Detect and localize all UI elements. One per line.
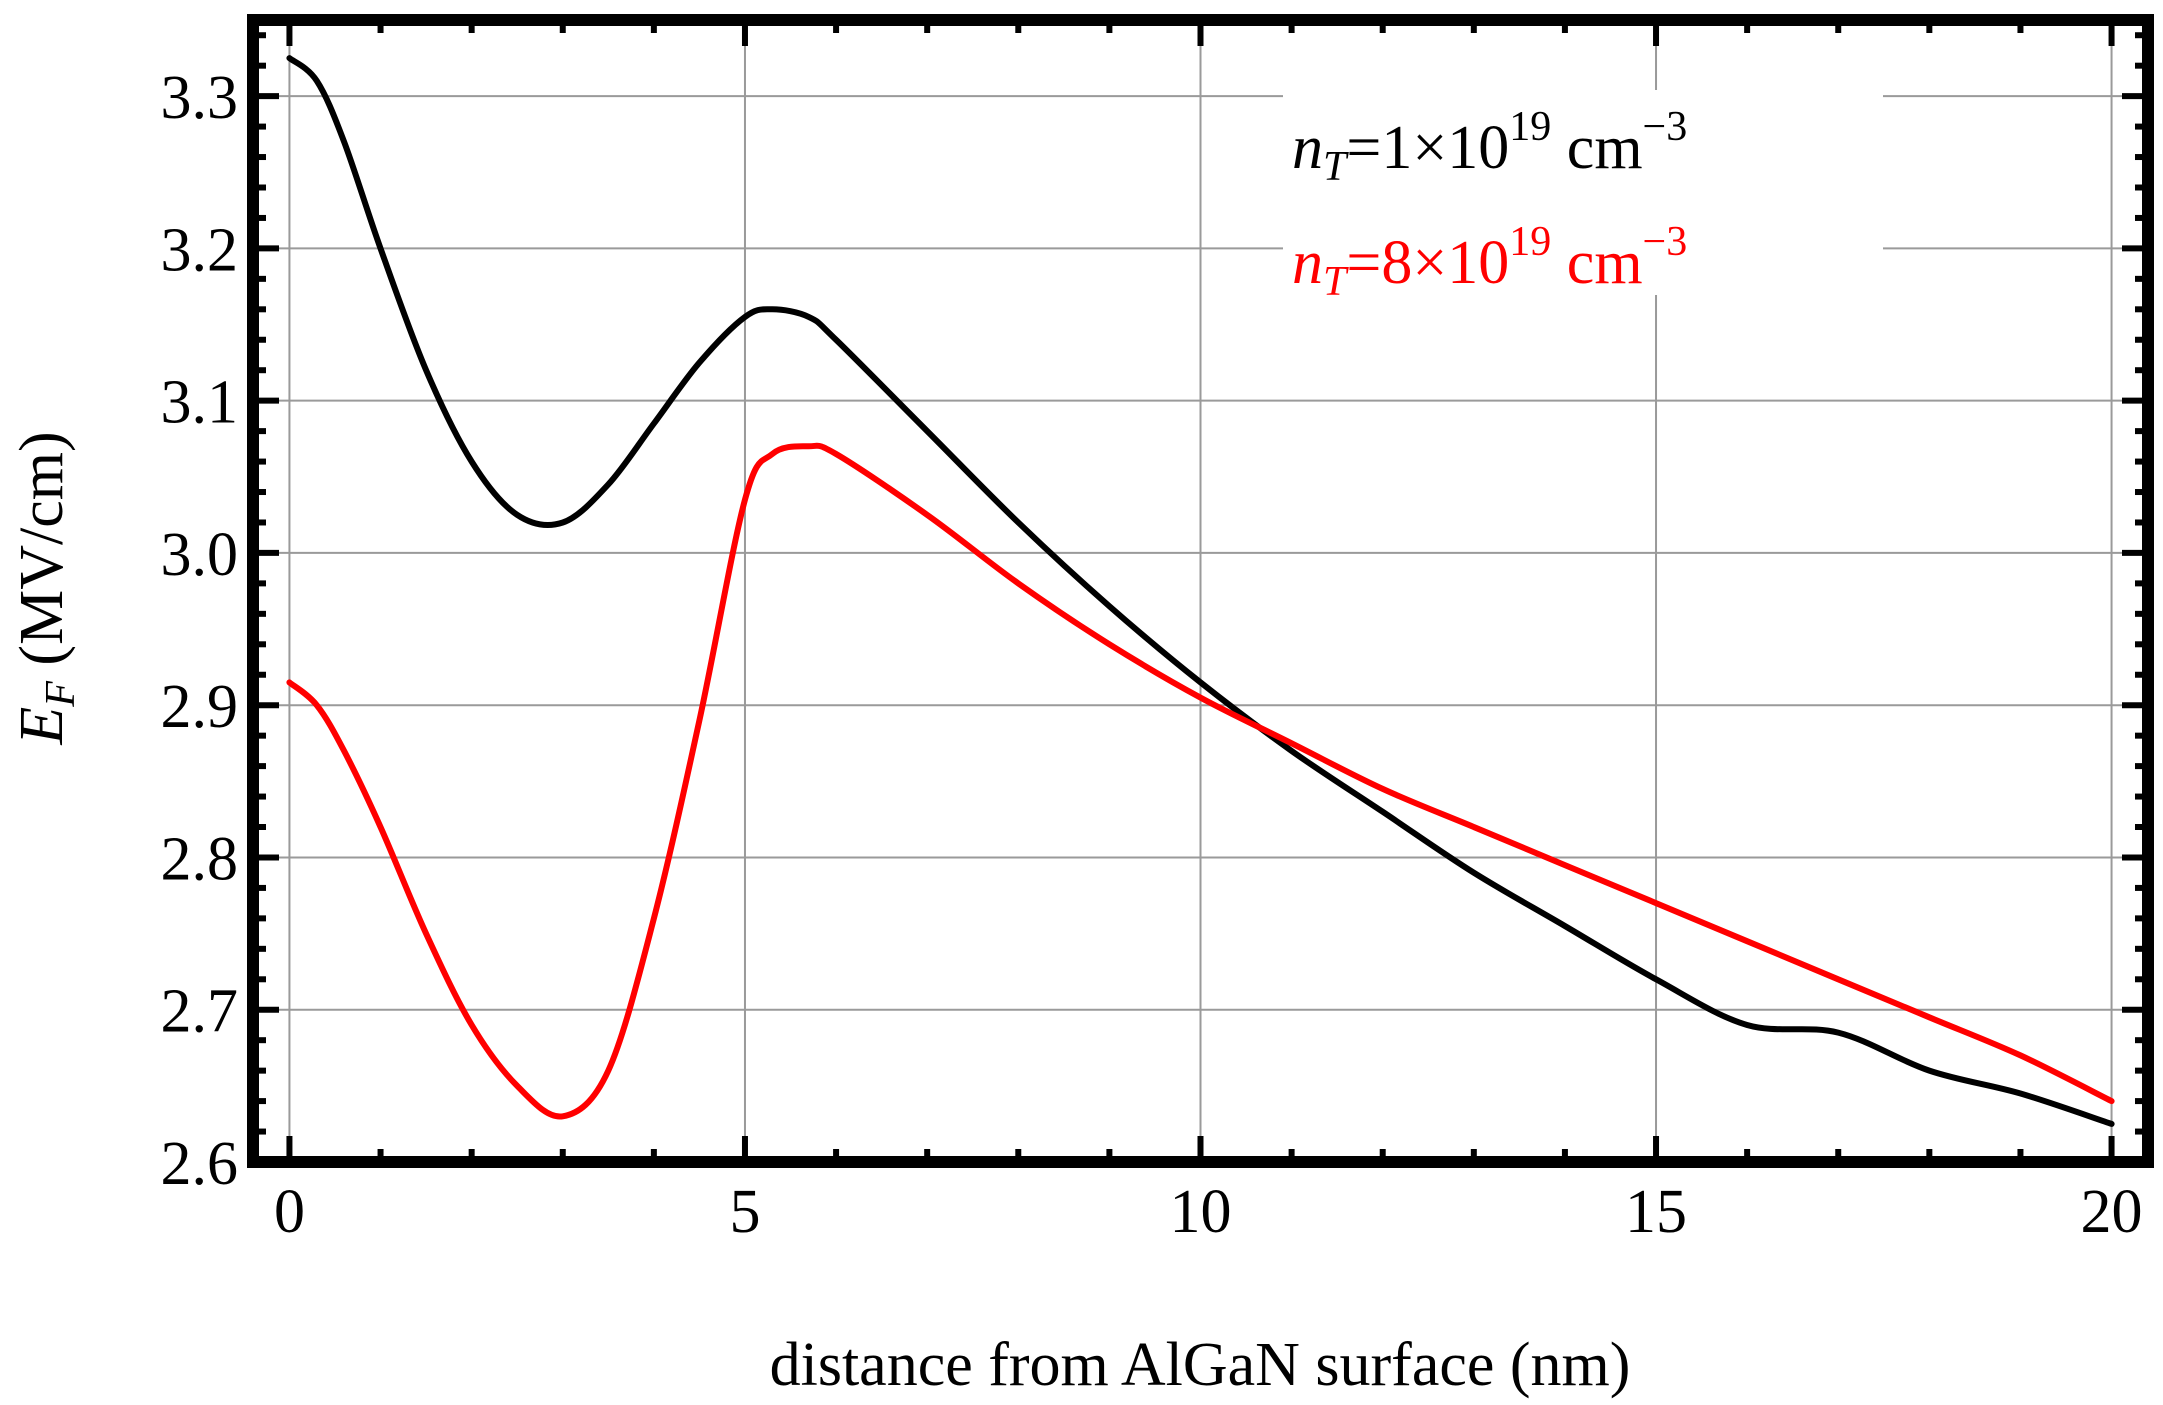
y-tick-label-6: 3.2 (161, 216, 239, 284)
legend-background (1283, 90, 1883, 295)
grid-lines (253, 20, 2148, 1163)
legend-series-2-mantissa: =8×10 (1346, 229, 1509, 297)
legend-series-1-exponent: 19 (1509, 104, 1551, 150)
x-tick-label-1: 5 (729, 1178, 760, 1246)
y-tick-label-3: 2.9 (161, 673, 239, 741)
plot-frame (247, 14, 2154, 1168)
tick-labels: 0 5 10 15 20 2.6 2.7 2.8 2.9 3.0 3.1 3.2 3.3 (161, 64, 2143, 1246)
x-tick-label-2: 10 (1170, 1178, 1232, 1246)
x-tick-label-3: 15 (1625, 1178, 1687, 1246)
x-axis-title: distance from AlGaN surface (nm) (770, 1331, 1631, 1399)
x-tick-label-0: 0 (274, 1178, 305, 1246)
legend-series-2-unit: cm (1551, 229, 1642, 297)
legend: nT=1×1019 cm−3 nT=8×1019 cm−3 (1283, 90, 1883, 305)
y-tick-label-4: 3.0 (161, 521, 239, 589)
legend-series-2-unit-exponent: −3 (1643, 219, 1688, 265)
series-line-1 (286, 55, 2115, 1127)
legend-series-2-subscript: T (1323, 259, 1349, 305)
legend-series-1-symbol: n (1292, 114, 1323, 182)
y-axis-title-subscript: F (38, 681, 84, 708)
legend-series-2-exponent: 19 (1509, 219, 1551, 265)
y-axis-title-units: (MV/cm) (8, 431, 76, 681)
legend-series-1-unit: cm (1551, 114, 1642, 182)
legend-series-1-mantissa: =1×10 (1346, 114, 1509, 182)
y-tick-label-2: 2.8 (161, 825, 239, 893)
y-axis-title: EF (MV/cm) (8, 431, 84, 745)
y-tick-label-1: 2.7 (161, 978, 239, 1046)
legend-series-1-unit-exponent: −3 (1643, 104, 1688, 150)
legend-entry-series-2: nT=8×1019 cm−3 (1292, 219, 1687, 305)
legend-series-1-subscript: T (1323, 144, 1349, 190)
series-lines (286, 55, 2115, 1127)
y-tick-label-5: 3.1 (161, 369, 239, 437)
y-tick-label-0: 2.6 (161, 1130, 239, 1198)
x-tick-label-4: 20 (2081, 1178, 2143, 1246)
y-tick-label-7: 3.3 (161, 64, 239, 132)
legend-entry-series-1: nT=1×1019 cm−3 (1292, 104, 1687, 190)
y-axis-title-symbol: E (8, 707, 76, 746)
legend-series-2-symbol: n (1292, 229, 1323, 297)
series-line-2 (286, 442, 2115, 1120)
